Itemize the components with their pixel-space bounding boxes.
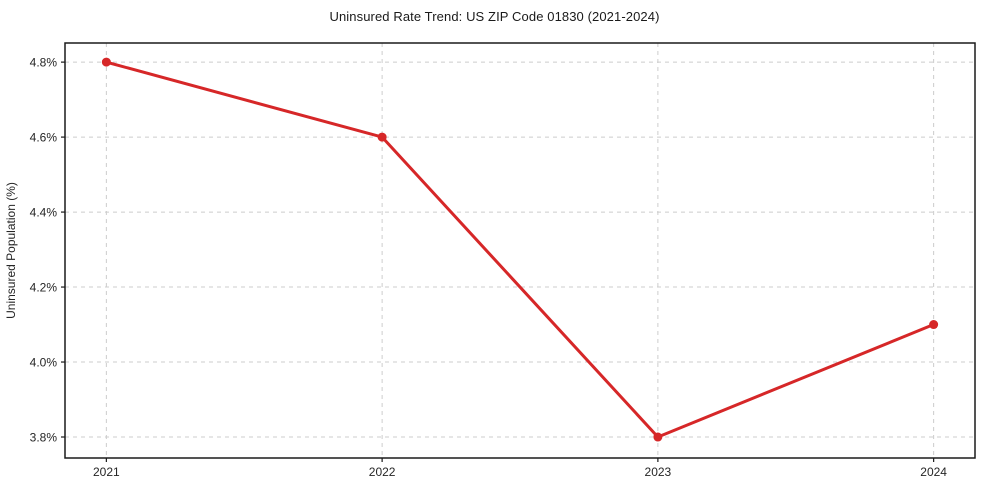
x-tick-label: 2021 <box>93 465 120 479</box>
data-point-marker <box>653 432 663 442</box>
y-tick-label: 4.4% <box>30 206 58 220</box>
x-tick-label: 2024 <box>920 465 947 479</box>
y-tick-label: 4.2% <box>30 281 58 295</box>
plot-frame <box>64 42 976 459</box>
y-tick-label: 4.8% <box>30 56 58 70</box>
data-point-marker <box>377 132 387 142</box>
x-tick-label: 2022 <box>369 465 396 479</box>
y-tick-label: 4.0% <box>30 356 58 370</box>
trend-line <box>104 60 936 439</box>
y-tick-label: 4.6% <box>30 131 58 145</box>
x-tick-label: 2023 <box>645 465 672 479</box>
chart-title: Uninsured Rate Trend: US ZIP Code 01830 … <box>329 9 660 24</box>
y-axis-label: Uninsured Population (%) <box>4 182 18 319</box>
data-point-marker <box>929 320 939 330</box>
y-tick-label: 3.8% <box>30 431 58 445</box>
data-point-marker <box>101 57 111 67</box>
